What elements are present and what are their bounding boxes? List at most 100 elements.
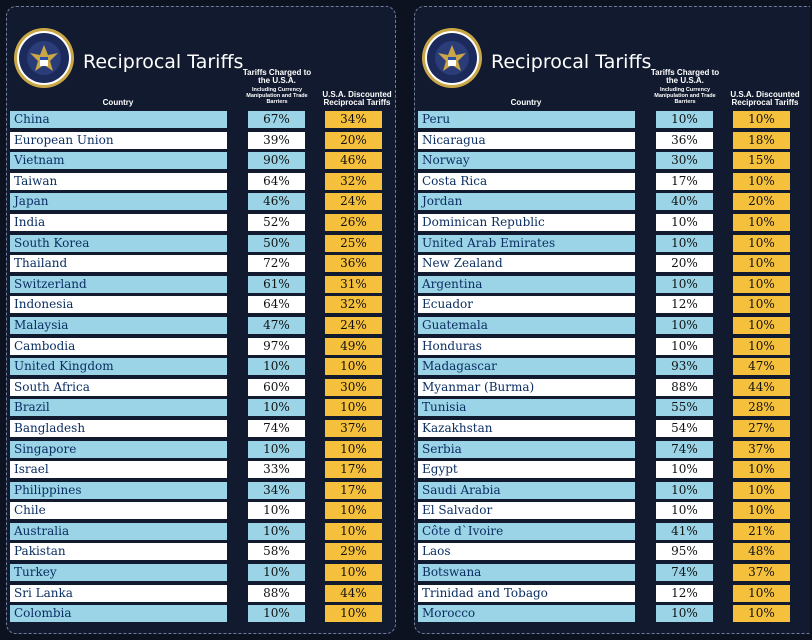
tariff-charged-cell: 60% <box>248 378 305 396</box>
tariff-charged-cell: 50% <box>248 234 305 252</box>
country-cell: Taiwan <box>10 172 227 190</box>
table-row: Tunisia 55% 28% <box>415 397 810 418</box>
tariff-charged-cell: 10% <box>656 111 713 128</box>
tariff-charged-cell: 12% <box>656 296 713 314</box>
discounted-tariff-cell: 48% <box>733 543 790 561</box>
charged-column-subtitle: Including Currency Manipulation and Trad… <box>246 86 308 105</box>
tariff-charged-cell: 90% <box>248 152 305 170</box>
tariff-panel-left: Reciprocal Tariffs Country Tariffs Charg… <box>6 6 396 634</box>
country-cell: Ecuador <box>418 296 635 314</box>
table-row: Thailand 72% 36% <box>7 253 395 274</box>
table-row: Ecuador 12% 10% <box>415 294 810 315</box>
table-row: Philippines 34% 17% <box>7 480 395 501</box>
table-row: Malaysia 47% 24% <box>7 315 395 336</box>
discounted-tariff-cell: 25% <box>325 234 382 252</box>
discounted-column-header: U.S.A. Discounted Reciprocal Tariffs <box>322 90 392 108</box>
country-cell: Tunisia <box>418 399 635 417</box>
table-row: Turkey 10% 10% <box>7 562 395 583</box>
discounted-tariff-cell: 26% <box>325 213 382 231</box>
tariff-charged-cell: 67% <box>248 111 305 128</box>
country-cell: Dominican Republic <box>418 213 635 231</box>
tariff-charged-cell: 10% <box>656 502 713 520</box>
presidential-seal-icon <box>14 28 74 88</box>
tariff-charged-cell: 10% <box>656 337 713 355</box>
table-row: Côte d`Ivoire 41% 21% <box>415 521 810 542</box>
discounted-tariff-cell: 10% <box>325 522 382 540</box>
country-column-header: Country <box>510 98 542 107</box>
table-row: Cambodia 97% 49% <box>7 336 395 357</box>
tariff-charged-cell: 39% <box>248 131 305 149</box>
table-row: South Africa 60% 30% <box>7 377 395 398</box>
discounted-tariff-cell: 49% <box>325 337 382 355</box>
table-row: Singapore 10% 10% <box>7 439 395 460</box>
tariff-panel-right: Reciprocal Tariffs Country Tariffs Charg… <box>414 6 810 634</box>
country-cell: Jordan <box>418 193 635 211</box>
discounted-tariff-cell: 15% <box>733 152 790 170</box>
tariff-charged-cell: 10% <box>248 605 305 623</box>
table-row: Argentina 10% 10% <box>415 274 810 295</box>
country-cell: Costa Rica <box>418 172 635 190</box>
country-cell: Argentina <box>418 275 635 293</box>
discounted-tariff-cell: 10% <box>733 255 790 273</box>
tariff-charged-cell: 74% <box>248 419 305 437</box>
charged-column-title: Tariffs Charged to the U.S.A. <box>650 68 720 86</box>
discounted-tariff-cell: 17% <box>325 481 382 499</box>
tariff-charged-cell: 10% <box>248 399 305 417</box>
country-cell: Singapore <box>10 440 227 458</box>
discounted-tariff-cell: 18% <box>733 131 790 149</box>
discounted-tariff-cell: 37% <box>325 419 382 437</box>
tariff-charged-cell: 17% <box>656 172 713 190</box>
table-row: Morocco 10% 10% <box>415 603 810 624</box>
country-cell: Honduras <box>418 337 635 355</box>
tariff-charged-cell: 34% <box>248 481 305 499</box>
country-cell: Laos <box>418 543 635 561</box>
tariff-charged-cell: 10% <box>248 502 305 520</box>
tariff-charged-cell: 36% <box>656 131 713 149</box>
discounted-tariff-cell: 10% <box>325 605 382 623</box>
table-row: Vietnam 90% 46% <box>7 150 395 171</box>
tariff-charged-cell: 88% <box>656 378 713 396</box>
table-row: New Zealand 20% 10% <box>415 253 810 274</box>
tariff-charged-cell: 30% <box>656 152 713 170</box>
discounted-tariff-cell: 44% <box>733 378 790 396</box>
country-cell: Saudi Arabia <box>418 481 635 499</box>
table-row: Saudi Arabia 10% 10% <box>415 480 810 501</box>
discounted-tariff-cell: 24% <box>325 193 382 211</box>
discounted-tariff-cell: 32% <box>325 172 382 190</box>
charged-column-subtitle: Including Currency Manipulation and Trad… <box>654 86 716 105</box>
page-title: Reciprocal Tariffs <box>491 51 652 73</box>
table-row: United Kingdom 10% 10% <box>7 356 395 377</box>
table-row: Serbia 74% 37% <box>415 439 810 460</box>
discounted-tariff-cell: 10% <box>733 481 790 499</box>
table-row: Nicaragua 36% 18% <box>415 130 810 151</box>
table-row: Honduras 10% 10% <box>415 336 810 357</box>
table-row: Botswana 74% 37% <box>415 562 810 583</box>
discounted-tariff-cell: 37% <box>733 440 790 458</box>
tariff-charged-cell: 64% <box>248 172 305 190</box>
table-row: Australia 10% 10% <box>7 521 395 542</box>
discounted-tariff-cell: 10% <box>733 111 790 128</box>
table-row: Switzerland 61% 31% <box>7 274 395 295</box>
tariff-charged-cell: 55% <box>656 399 713 417</box>
tariff-charged-cell: 10% <box>656 605 713 623</box>
discounted-tariff-cell: 10% <box>733 584 790 602</box>
discounted-tariff-cell: 20% <box>733 193 790 211</box>
table-row: Brazil 10% 10% <box>7 397 395 418</box>
discounted-tariff-cell: 10% <box>325 502 382 520</box>
discounted-tariff-cell: 10% <box>733 316 790 334</box>
tariff-charged-cell: 40% <box>656 193 713 211</box>
page-title: Reciprocal Tariffs <box>83 51 244 73</box>
charged-column-title: Tariffs Charged to the U.S.A. <box>242 68 312 86</box>
country-cell: Malaysia <box>10 316 227 334</box>
country-cell: Australia <box>10 522 227 540</box>
table-row: European Union 39% 20% <box>7 130 395 151</box>
table-row: Israel 33% 17% <box>7 459 395 480</box>
tariff-table: China 67% 34% European Union 39% 20% Vietnam 90… <box>7 109 395 624</box>
country-cell: Bangladesh <box>10 419 227 437</box>
country-cell: Trinidad and Tobago <box>418 584 635 602</box>
country-cell: Myanmar (Burma) <box>418 378 635 396</box>
discounted-tariff-cell: 10% <box>325 358 382 376</box>
country-cell: Vietnam <box>10 152 227 170</box>
tariff-charged-cell: 10% <box>656 275 713 293</box>
table-row: Norway 30% 15% <box>415 150 810 171</box>
